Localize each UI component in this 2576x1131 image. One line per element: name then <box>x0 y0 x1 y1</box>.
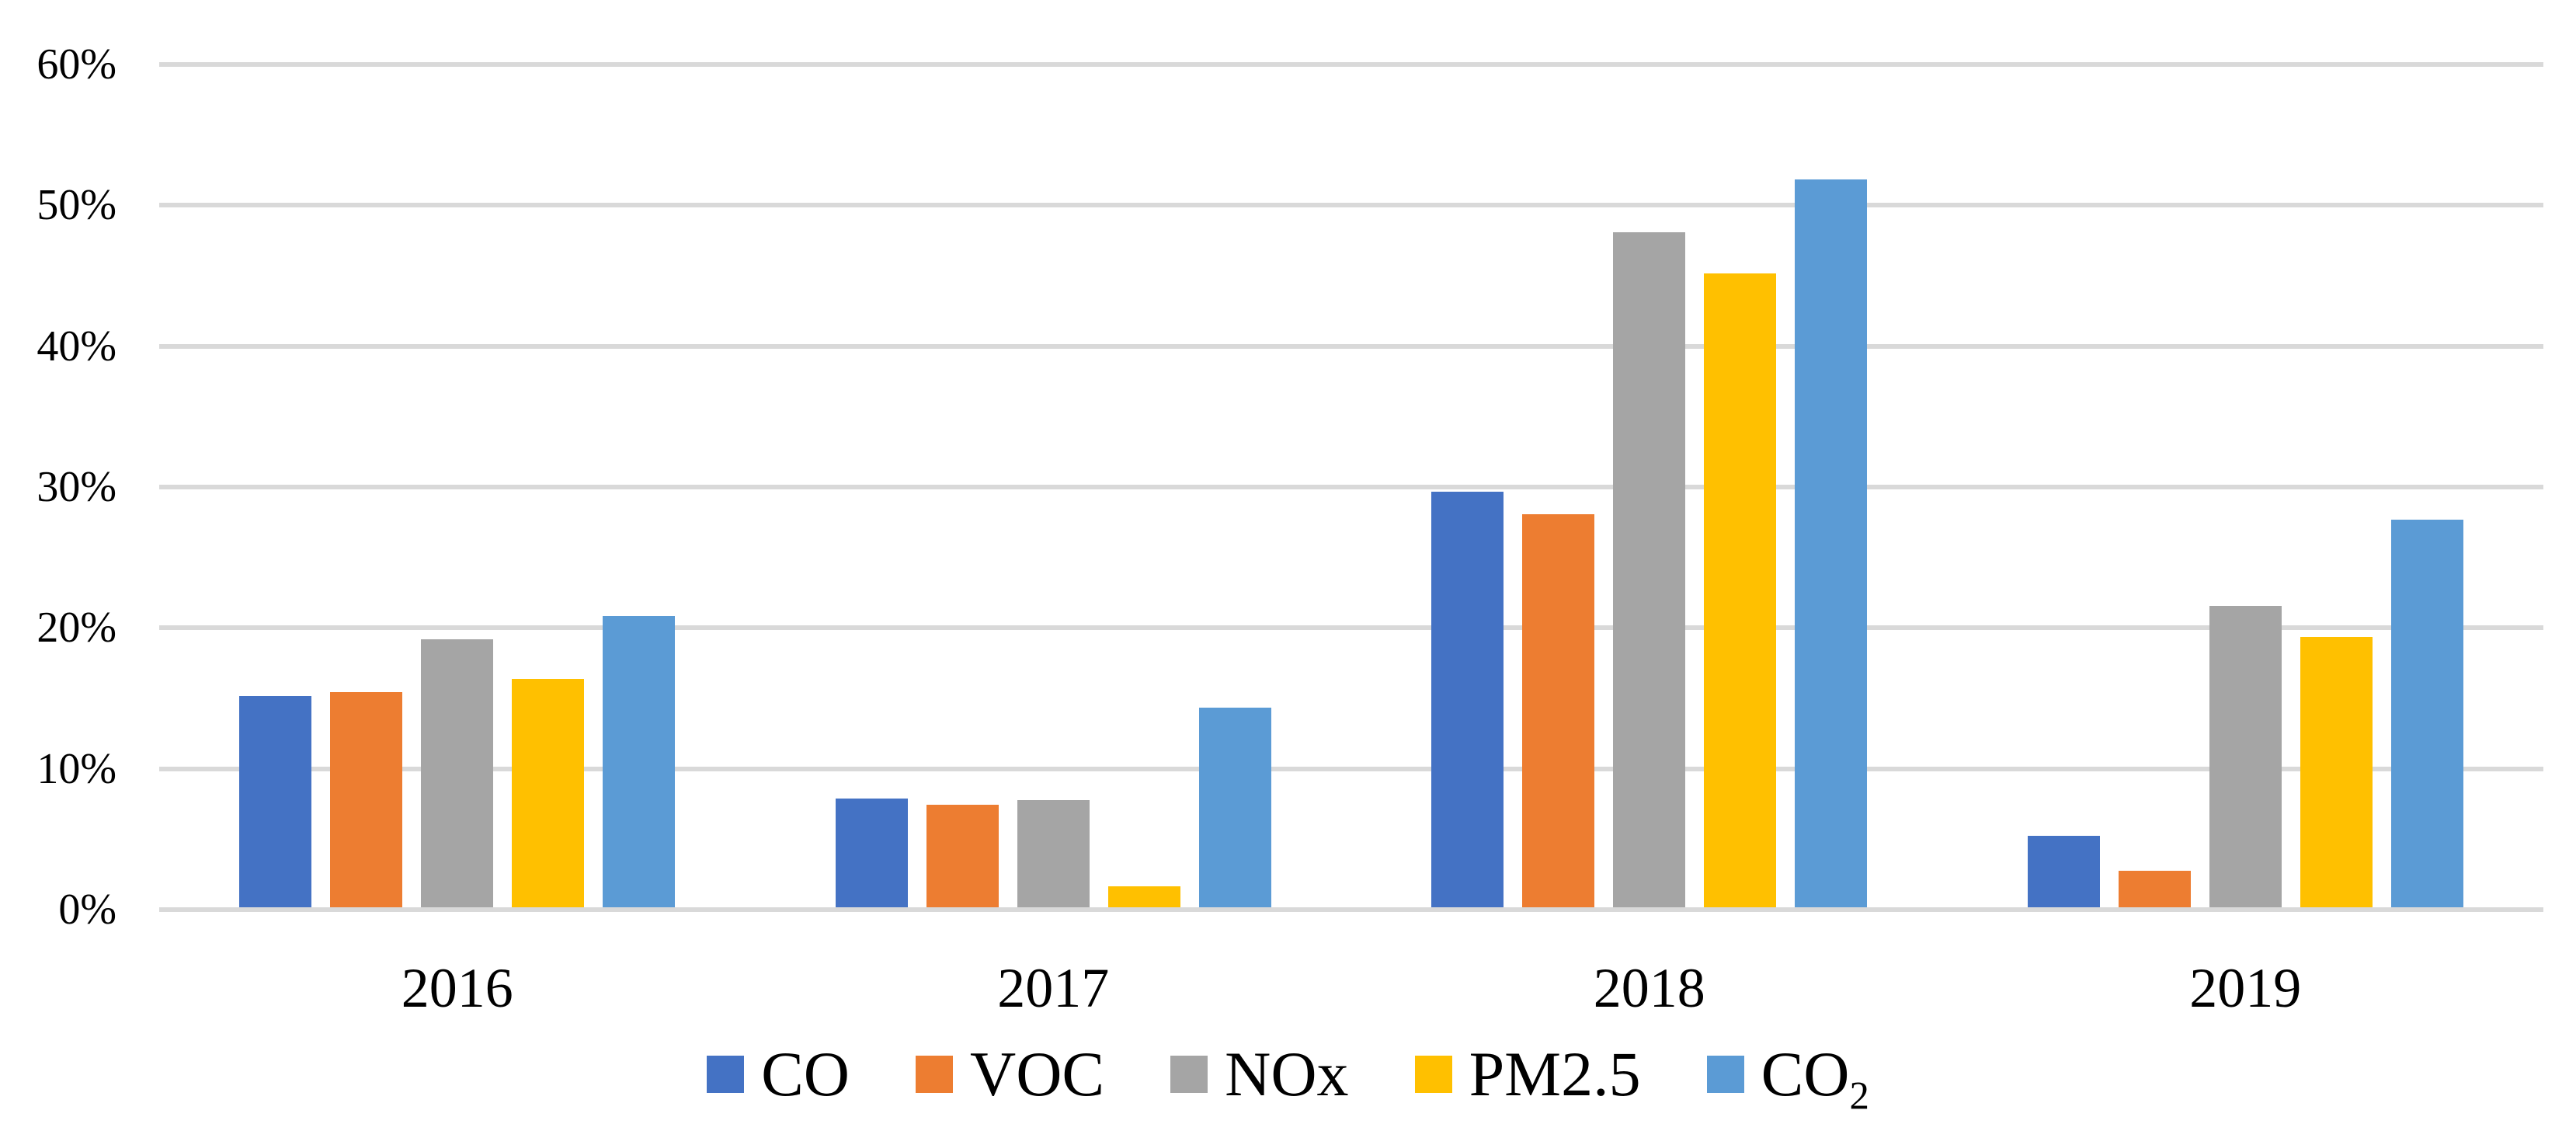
legend-swatch-NOx <box>1170 1056 1208 1093</box>
bar-2016-CO <box>239 696 312 907</box>
bar-2018-CO <box>1431 492 1504 907</box>
bar-2016-VOC <box>330 692 403 907</box>
gridline-50 <box>159 203 2543 207</box>
bar-2016-NOx <box>421 639 494 907</box>
bar-2017-VOC <box>926 805 999 907</box>
y-tick-label-40: 40% <box>37 322 116 371</box>
bar-2019-VOC <box>2118 871 2191 907</box>
legend-label-NOx: NOx <box>1225 1039 1349 1109</box>
plot-area <box>159 62 2543 912</box>
legend-label-CO2: CO2 <box>1761 1039 1869 1118</box>
y-tick-label-30: 30% <box>37 463 116 511</box>
gridline-60 <box>159 62 2543 67</box>
gridline-20 <box>159 625 2543 630</box>
bar-2018-VOC <box>1522 514 1595 907</box>
legend-label-VOC: VOC <box>969 1039 1105 1109</box>
bar-2017-PM2.5 <box>1107 886 1180 907</box>
x-axis-label-2016: 2016 <box>401 957 513 1019</box>
x-axis-label-2019: 2019 <box>2189 957 2302 1019</box>
bar-2018-CO2 <box>1795 179 1868 907</box>
legend-label-CO: CO <box>761 1039 850 1109</box>
y-tick-label-10: 10% <box>37 745 116 793</box>
legend-swatch-PM2.5 <box>1414 1056 1452 1093</box>
bar-2018-PM2.5 <box>1704 273 1777 907</box>
legend: CO VOC NOx PM2.5 CO2 <box>0 1039 2576 1118</box>
bar-2019-NOx <box>2209 606 2282 907</box>
x-axis-labels: 2016 2017 2018 2019 <box>159 959 2543 1018</box>
bar-groups <box>159 62 2543 907</box>
legend-item-PM2.5: PM2.5 <box>1414 1039 1641 1109</box>
y-tick-label-50: 50% <box>37 181 116 229</box>
y-tick-label-0: 0% <box>58 886 116 934</box>
bar-group-2018 <box>1351 62 1948 907</box>
legend-swatch-CO <box>707 1056 745 1093</box>
legend-item-CO: CO <box>707 1039 850 1109</box>
bar-group-2019 <box>1948 62 2544 907</box>
legend-swatch-VOC <box>915 1056 953 1093</box>
gridline-0 <box>159 907 2543 912</box>
bar-2017-CO <box>835 799 908 907</box>
bar-2019-CO2 <box>2390 520 2463 907</box>
bar-group-2016 <box>159 62 756 907</box>
gridline-40 <box>159 344 2543 349</box>
x-axis-label-2018: 2018 <box>1593 957 1705 1019</box>
legend-item-VOC: VOC <box>915 1039 1105 1109</box>
bar-2016-PM2.5 <box>512 679 585 907</box>
legend-swatch-CO2 <box>1706 1056 1744 1093</box>
x-axis-label-2017: 2017 <box>997 957 1110 1019</box>
bar-2016-CO2 <box>603 616 676 907</box>
bar-2019-CO <box>2027 836 2100 907</box>
bar-2017-CO2 <box>1198 708 1271 907</box>
gridline-10 <box>159 767 2543 771</box>
bar-2017-NOx <box>1017 800 1090 907</box>
legend-item-CO2: CO2 <box>1706 1039 1869 1118</box>
bar-group-2017 <box>756 62 1352 907</box>
y-tick-label-60: 60% <box>37 40 116 89</box>
y-tick-label-20: 20% <box>37 604 116 652</box>
gridline-30 <box>159 485 2543 489</box>
legend-label-PM2.5: PM2.5 <box>1469 1039 1641 1109</box>
legend-item-NOx: NOx <box>1170 1039 1349 1109</box>
bar-2018-NOx <box>1613 232 1686 907</box>
bar-2019-PM2.5 <box>2300 637 2373 907</box>
